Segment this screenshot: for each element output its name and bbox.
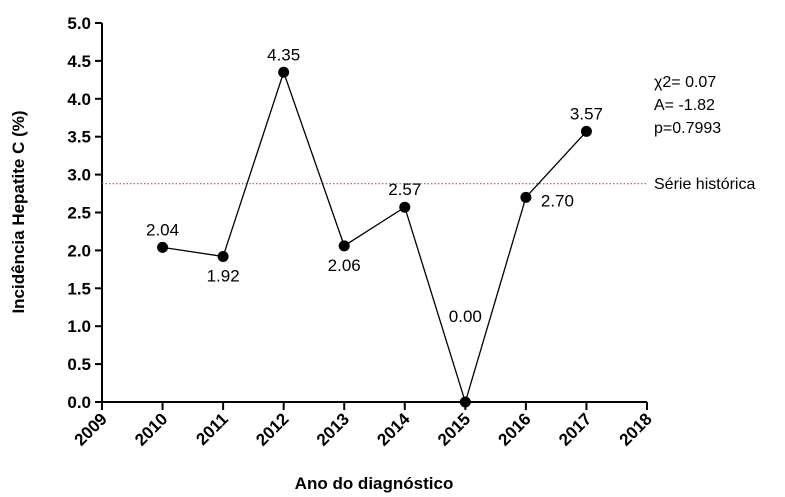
x-tick-label: 2009 [71, 409, 111, 449]
data-label: 1.92 [207, 266, 240, 285]
chi-square-stat: χ2= 0.07 [654, 74, 716, 91]
y-tick-label: 4.0 [67, 90, 91, 109]
data-label: 2.04 [146, 220, 179, 239]
data-point [399, 201, 411, 213]
data-point [278, 66, 290, 78]
y-tick-label: 4.5 [67, 52, 91, 71]
y-tick-label: 2.0 [67, 241, 91, 260]
data-point [520, 191, 532, 203]
y-axis: 0.0 0.5 1.0 1.5 2.0 2.5 3.0 3.5 4.0 4.5 5.0 [67, 14, 103, 412]
data-point [217, 250, 229, 262]
x-tick-label: 2010 [131, 409, 171, 449]
data-point [580, 125, 592, 137]
data-labels: 2.04 1.92 4.35 2.06 2.57 0.00 2.70 3.57 [146, 45, 603, 326]
data-point [459, 396, 471, 408]
data-point [338, 240, 350, 252]
y-axis-title: Incidência Hepatite C (%) [9, 110, 28, 313]
x-tick-label: 2016 [495, 409, 535, 449]
y-tick-label: 3.5 [67, 128, 91, 147]
data-label: 2.70 [541, 191, 574, 210]
x-tick-label: 2011 [192, 409, 232, 449]
data-label: 4.35 [267, 45, 300, 64]
a-stat: A= -1.82 [654, 97, 715, 114]
y-tick-label: 1.0 [67, 317, 91, 336]
series-line [162, 70, 587, 405]
y-tick-label: 3.0 [67, 166, 91, 185]
y-tick-label: 1.5 [67, 279, 91, 298]
data-label: 3.57 [570, 104, 603, 123]
x-tick-label: 2018 [616, 409, 656, 449]
x-axis: 2009 2010 2011 2012 2013 2014 2015 2016 2017 2018 [71, 401, 656, 450]
reference-line-label: Série histórica [654, 176, 755, 193]
p-value-stat: p=0.7993 [654, 120, 721, 137]
y-tick-label: 2.5 [67, 204, 91, 223]
data-label: 0.00 [449, 307, 482, 326]
x-tick-label: 2017 [555, 409, 595, 449]
series-layer [157, 66, 592, 408]
data-label: 2.57 [388, 180, 421, 199]
y-tick-label: 5.0 [67, 14, 91, 33]
x-tick-label: 2014 [373, 409, 414, 450]
data-label: 2.06 [328, 256, 361, 275]
data-point [157, 241, 169, 253]
x-tick-label: 2013 [313, 409, 353, 449]
x-tick-label: 2012 [252, 409, 292, 449]
y-tick-label: 0.0 [67, 393, 91, 412]
x-tick-label: 2015 [434, 409, 474, 449]
x-axis-title: Ano do diagnóstico [295, 474, 454, 493]
y-tick-label: 0.5 [67, 355, 91, 374]
